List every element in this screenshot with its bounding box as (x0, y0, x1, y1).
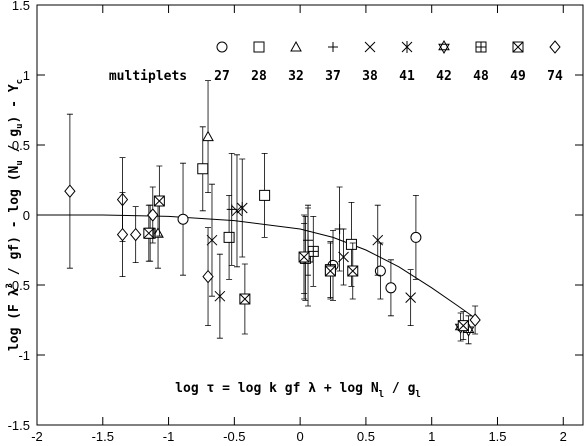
legend-marker (364, 41, 376, 53)
marker (298, 251, 310, 263)
x-tick-label: -1.5 (92, 429, 114, 444)
text-segment: / gf) - log (N (7, 165, 22, 283)
marker (385, 282, 397, 294)
x-tick-label: 1.5 (488, 429, 506, 444)
annotation: log τ = log k gf λ + log Nl / gl (175, 381, 421, 400)
marker (338, 251, 349, 263)
text-segment: 3 (5, 283, 15, 288)
marker (347, 265, 359, 277)
y-tick-label: -0.5 (8, 278, 30, 293)
x-tick-label: -0.5 (223, 429, 245, 444)
x-tick-label: 1 (428, 429, 435, 444)
marker (143, 227, 155, 239)
y-tick-label: 0 (23, 208, 30, 223)
y-tick-label: -1 (18, 348, 30, 363)
marker (206, 234, 218, 246)
y-tick-label: -1.5 (8, 418, 30, 433)
legend-label: 49 (510, 69, 526, 84)
marker (231, 205, 243, 217)
legend-marker (549, 40, 561, 54)
legend-marker (328, 42, 338, 52)
marker (236, 202, 248, 214)
marker (214, 290, 226, 303)
model-curve (37, 214, 479, 321)
marker (259, 189, 271, 201)
marker (202, 130, 214, 142)
legend-marker (438, 39, 450, 55)
y-axis-label: log (F λ3 / gf) - log (Nu / gu) - Yc (5, 79, 25, 351)
x-tick-label: -2 (31, 429, 43, 444)
marker (147, 208, 159, 222)
marker (303, 235, 314, 246)
marker (324, 265, 336, 277)
text-segment: u (15, 123, 25, 128)
legend-label: 74 (547, 69, 563, 84)
text-segment: log τ = log k gf λ + log N (175, 381, 379, 396)
marker (410, 231, 422, 243)
marker (345, 238, 357, 250)
marker (116, 227, 129, 242)
legend-marker (216, 41, 228, 53)
text-segment: log (F λ (7, 288, 22, 351)
marker (202, 269, 214, 284)
legend-label: 41 (399, 69, 415, 84)
legend-label: 32 (288, 69, 304, 84)
legend-label: 27 (214, 69, 230, 84)
legend-marker (512, 41, 524, 53)
y-tick-label: 0.5 (12, 138, 30, 153)
text-segment: / g (7, 129, 22, 160)
marker (153, 195, 165, 207)
marker (405, 292, 417, 303)
marker (374, 265, 386, 277)
legend-label: 38 (362, 69, 378, 84)
marker (372, 234, 384, 246)
x-tick-label: 0 (297, 429, 304, 444)
marker (469, 313, 481, 327)
legend-marker (475, 41, 487, 53)
marker (307, 245, 319, 257)
text-segment: l (415, 390, 420, 400)
x-tick-label: 2 (560, 429, 567, 444)
legend-label: 37 (325, 69, 341, 84)
legend-label: 28 (251, 69, 267, 84)
legend-marker (401, 41, 413, 53)
text-segment: / g (384, 381, 415, 396)
marker (223, 231, 235, 243)
legend-marker (290, 40, 302, 52)
marker (130, 227, 142, 242)
text-segment: u (15, 160, 25, 165)
y-tick-label: 1.5 (12, 0, 30, 13)
marker (457, 320, 469, 332)
marker (64, 184, 76, 198)
legend-title: multiplets (109, 69, 187, 84)
marker (197, 163, 209, 175)
legend-label: 42 (436, 69, 452, 84)
text-segment: c (15, 79, 25, 84)
legend-label: 48 (473, 69, 489, 84)
text-segment: l (379, 390, 384, 400)
x-tick-label: 0.5 (357, 429, 375, 444)
marker (177, 213, 189, 225)
text-segment: ) - Y (7, 84, 22, 123)
legend-marker (253, 41, 265, 53)
marker (239, 293, 251, 305)
y-tick-label: 1 (23, 68, 30, 83)
x-tick-label: -1 (163, 429, 175, 444)
